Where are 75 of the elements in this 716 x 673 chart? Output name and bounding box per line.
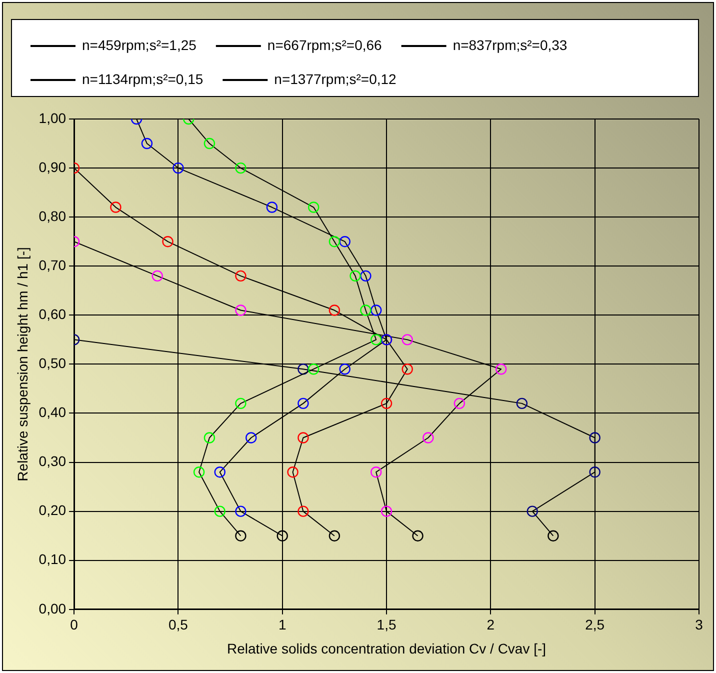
point: [370, 304, 382, 316]
point: [193, 466, 205, 478]
point: [235, 304, 246, 316]
point: [589, 466, 600, 478]
point: [298, 398, 309, 410]
point: [339, 364, 350, 375]
point: [298, 364, 309, 375]
point: [204, 432, 216, 444]
point: [246, 432, 257, 444]
y-tick-label: 0,20: [38, 502, 66, 518]
point: [380, 398, 392, 410]
point: [328, 530, 340, 542]
x-tick-label: 0: [70, 616, 78, 633]
x-tick-label: 2,5: [585, 616, 605, 633]
point: [412, 530, 424, 542]
point: [526, 506, 538, 517]
point: [350, 270, 361, 282]
point: [548, 530, 559, 542]
point: [339, 236, 350, 248]
x-tick-label: 1,5: [376, 616, 396, 633]
point: [235, 530, 246, 542]
point: [328, 304, 340, 316]
y-tick-label: 0,90: [38, 158, 66, 175]
legend-label: n=667rpm;s²=0,66: [267, 36, 382, 53]
point: [204, 138, 216, 150]
point: [328, 236, 340, 248]
point: [152, 270, 163, 282]
point: [141, 138, 153, 150]
point: [454, 398, 466, 410]
point: [422, 432, 434, 444]
point: [516, 398, 528, 410]
legend-label: n=837rpm;s²=0,33: [452, 36, 568, 53]
point: [214, 506, 226, 517]
x-tick-label: 1: [278, 616, 286, 633]
point: [380, 506, 392, 517]
point: [402, 334, 413, 346]
y-tick-label: 0,00: [38, 600, 66, 616]
point: [589, 432, 600, 444]
legend-label: n=1134rpm;s²=0,15: [82, 70, 204, 87]
point: [308, 202, 320, 213]
x-axis-title: Relative solids concentration deviation Cv / Cvav [-]: [227, 640, 546, 656]
y-tick-label: 0,40: [38, 404, 66, 420]
y-tick-label: 1,00: [38, 110, 66, 126]
y-tick-label: 0,30: [38, 453, 66, 470]
point: [235, 398, 246, 410]
y-axis-title: Relative suspension height hm / h1 [-]: [14, 247, 30, 482]
y-tick-label: 0,50: [38, 355, 66, 372]
point: [235, 506, 246, 517]
x-tick-label: 0,5: [168, 616, 188, 633]
point: [287, 466, 298, 478]
point: [402, 364, 413, 375]
point: [496, 364, 507, 375]
point: [214, 466, 226, 478]
point: [298, 432, 309, 444]
y-tick-label: 0,60: [38, 306, 66, 322]
y-tick-label: 0,70: [38, 256, 66, 273]
point: [360, 270, 372, 282]
point: [235, 162, 246, 174]
point: [370, 466, 382, 478]
point: [276, 530, 288, 542]
legend-label: n=1377rpm;s²=0,12: [274, 70, 397, 87]
point: [266, 202, 278, 213]
point: [298, 506, 309, 517]
point: [308, 364, 320, 375]
point: [110, 202, 122, 213]
x-tick-label: 2: [486, 616, 495, 633]
y-tick-label: 0,10: [38, 551, 66, 568]
y-tick-label: 0,80: [38, 208, 66, 224]
point: [235, 270, 246, 282]
point: [162, 236, 174, 248]
point: [370, 334, 382, 346]
point: [360, 304, 372, 316]
legend-label: n=459rpm;s²=1,25: [82, 36, 197, 53]
x-tick-label: 3: [695, 616, 704, 633]
point: [172, 162, 184, 174]
